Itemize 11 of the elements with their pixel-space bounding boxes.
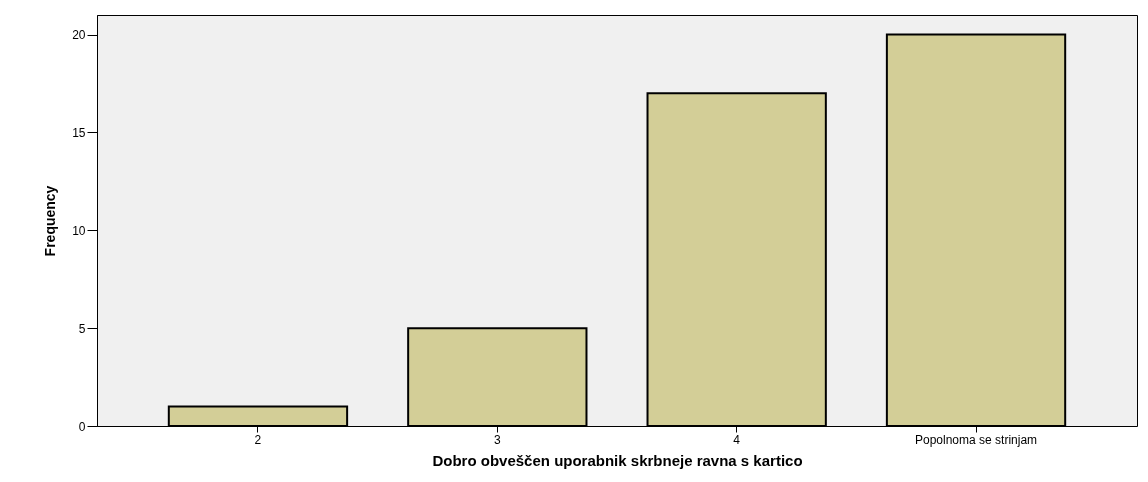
y-tick-label: 15 — [72, 125, 86, 140]
x-tick-label: Popolnoma se strinjam — [915, 432, 1038, 447]
y-axis-title: Frequency — [42, 185, 59, 257]
y-tick-label: 20 — [72, 28, 86, 43]
y-tick-label: 5 — [78, 321, 86, 336]
x-tick-label: 2 — [254, 432, 262, 447]
x-tick-label: 3 — [493, 432, 501, 447]
y-tick-label: 10 — [72, 223, 86, 238]
x-axis-title: Dobro obveščen uporabnik skrbneje ravna s kartico — [432, 451, 803, 469]
x-tick-label: 4 — [733, 432, 741, 447]
y-tick-label: 0 — [78, 419, 86, 434]
